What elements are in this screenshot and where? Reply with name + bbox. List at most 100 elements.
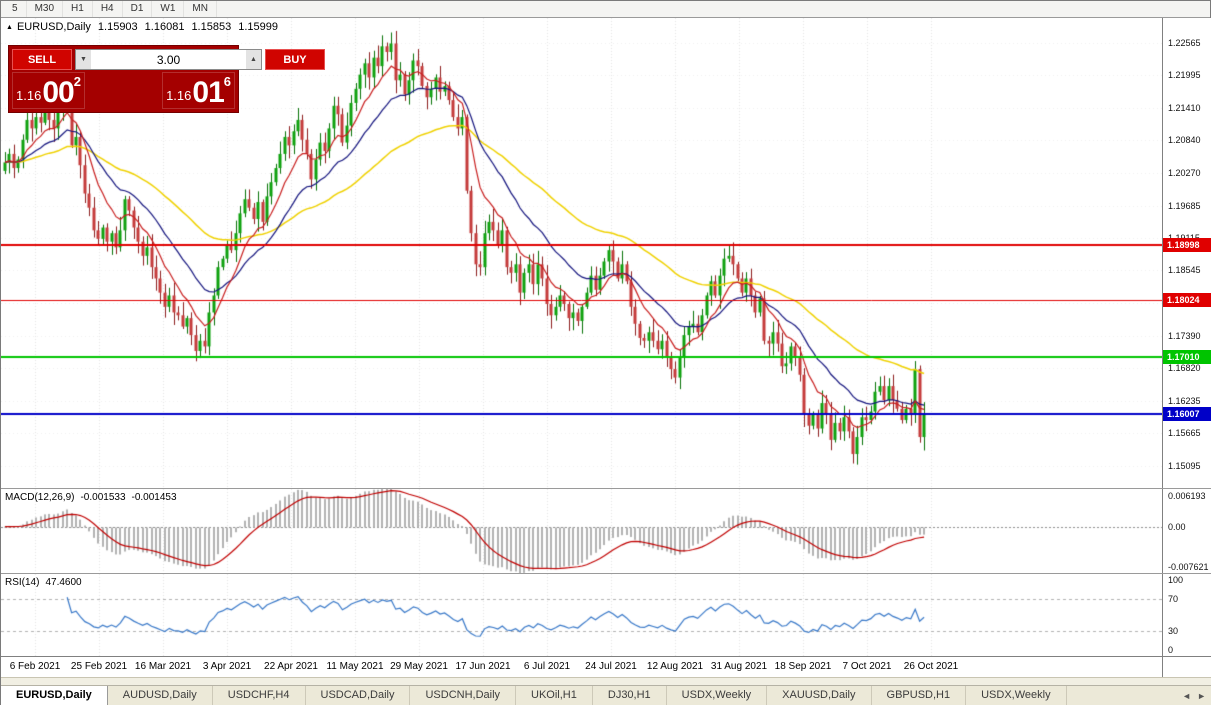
date-axis-label: 12 Aug 2021 [646,661,704,672]
macd-plot[interactable]: MACD(12,26,9) -0.001533 -0.001453 [1,489,1162,573]
hline-price-tag: 1.17010 [1163,350,1211,365]
rsi-value: 47.4600 [45,577,82,588]
chart-tab-dj30-h1-6[interactable]: DJ30,H1 [593,686,667,705]
macd-main-value: -0.001533 [80,492,126,503]
date-axis-label: 26 Oct 2021 [903,661,959,672]
symbol-marker-icon: ▲ [6,23,13,31]
price-axis[interactable]: 1.22565 1.21995 1.21410 1.20840 1.20270 1.196… [1162,18,1211,488]
hline-price-tag: 1.18998 [1163,237,1211,252]
ohlc-open: 1.15903 [97,21,138,33]
macd-indicator-panel: MACD(12,26,9) -0.001533 -0.001453 0.0061… [1,488,1211,573]
buy-button[interactable]: BUY [265,49,325,70]
date-axis-label: 6 Jul 2021 [523,661,571,672]
timeframe-button-h1[interactable]: H1 [63,1,93,17]
buy-price-pips: 01 [192,76,224,109]
timeframe-button-mn[interactable]: MN [184,1,217,17]
buy-price[interactable]: 1.16 01 6 [162,72,235,109]
ohlc-low: 1.15853 [191,21,232,33]
macd-axis[interactable]: 0.006193 0.00 -0.007621 [1162,489,1211,573]
main-chart-panel: ▲ EURUSD,Daily 1.15903 1.16081 1.15853 1… [1,18,1211,488]
rsi-axis-label: 30 [1168,626,1179,637]
rsi-axis-label: 70 [1168,593,1179,604]
price-axis-label: 1.21410 [1168,103,1201,114]
symbol-name: EURUSD,Daily [16,21,91,33]
hline-price-tag: 1.18024 [1163,292,1211,307]
timeframe-button-w1[interactable]: W1 [152,1,185,17]
price-axis-label: 1.22565 [1168,37,1201,48]
date-axis-label: 24 Jul 2021 [585,661,637,672]
ohlc-high: 1.16081 [144,21,185,33]
timeframe-button-5[interactable]: 5 [4,1,27,17]
macd-axis-label: 0.00 [1168,521,1186,532]
rsi-plot[interactable]: RSI(14) 47.4600 [1,574,1162,656]
price-axis-label: 1.21995 [1168,69,1201,80]
sell-button[interactable]: SELL [12,49,72,70]
timeframe-button-m30[interactable]: M30 [27,1,64,17]
sell-price-point: 2 [73,74,81,89]
buy-price-point: 6 [223,74,231,89]
tab-scroll-right-icon[interactable]: ► [1197,690,1206,701]
rsi-axis[interactable]: 100 70 30 0 [1162,574,1211,656]
chart-tab-gbpusd-h1-9[interactable]: GBPUSD,H1 [872,686,967,705]
price-axis-label: 1.19685 [1168,200,1201,211]
date-axis-corner [1162,657,1211,677]
rsi-canvas[interactable] [1,574,1162,656]
sell-price-prefix: 1.16 [16,88,42,103]
chart-tab-ukoil-h1-5[interactable]: UKOil,H1 [516,686,593,705]
rsi-axis-label: 0 [1168,645,1174,655]
timeframe-button-h4[interactable]: H4 [93,1,123,17]
price-axis-label: 1.15095 [1168,460,1201,471]
main-chart-plot[interactable]: ▲ EURUSD,Daily 1.15903 1.16081 1.15853 1… [1,18,1162,488]
price-axis-label: 1.15665 [1168,428,1201,439]
price-axis-label: 1.17390 [1168,330,1201,341]
chart-tab-xauusd-daily-8[interactable]: XAUUSD,Daily [767,686,872,705]
price-axis-label: 1.16235 [1168,396,1201,407]
macd-label: MACD(12,26,9) -0.001533 -0.001453 [5,492,177,503]
volume-input[interactable] [91,50,246,69]
macd-axis-label: 0.006193 [1168,491,1206,501]
sell-price[interactable]: 1.16 00 2 [12,72,85,109]
timeframe-button-d1[interactable]: D1 [123,1,153,17]
volume-increase-button[interactable]: ▲ [246,50,261,69]
chart-tab-usdx-weekly-10[interactable]: USDX,Weekly [966,686,1067,705]
symbol-ohlc-line: ▲ EURUSD,Daily 1.15903 1.16081 1.15853 1… [6,21,278,33]
price-axis-label: 1.20270 [1168,167,1201,178]
macd-axis-label: -0.007621 [1168,562,1209,572]
ohlc-close: 1.15999 [238,21,278,33]
date-axis-label: 29 May 2021 [390,661,448,672]
chart-tab-usdcnh-daily-4[interactable]: USDCNH,Daily [410,686,517,705]
volume-decrease-button[interactable]: ▼ [76,50,91,69]
rsi-indicator-panel: RSI(14) 47.4600 100 70 30 0 [1,573,1211,656]
date-axis-label: 7 Oct 2021 [842,661,892,672]
buy-price-prefix: 1.16 [166,88,192,103]
hline-price-tag: 1.16007 [1163,406,1211,421]
date-axis-label: 18 Sep 2021 [774,661,832,672]
chart-tab-usdchf-h4-2[interactable]: USDCHF,H4 [213,686,306,705]
rsi-name: RSI(14) [5,577,40,588]
chart-tab-bar: EURUSD,Daily AUDUSD,Daily USDCHF,H4 USDCAD,… [1,685,1211,705]
price-axis-label: 1.16820 [1168,362,1201,373]
chart-tab-usdx-weekly-7[interactable]: USDX,Weekly [667,686,768,705]
sell-price-pips: 00 [42,76,74,109]
chart-tab-usdcad-daily-3[interactable]: USDCAD,Daily [306,686,411,705]
tab-scroll-left-icon[interactable]: ◄ [1182,690,1192,701]
date-axis-label: 6 Feb 2021 [9,661,61,672]
date-axis-label: 22 Apr 2021 [264,661,318,672]
volume-box: ▼ ▲ [75,49,262,70]
chart-tab-audusd-daily-1[interactable]: AUDUSD,Daily [108,686,213,705]
date-axis-label: 25 Feb 2021 [70,661,128,672]
rsi-label: RSI(14) 47.4600 [5,577,82,588]
macd-name: MACD(12,26,9) [5,492,75,503]
date-axis-label: 17 Jun 2021 [455,661,511,672]
price-axis-label: 1.18545 [1168,265,1201,276]
macd-canvas[interactable] [1,489,1162,573]
rsi-axis-label: 100 [1168,575,1184,585]
date-axis-label: 31 Aug 2021 [710,661,768,672]
date-axis-label: 3 Apr 2021 [202,661,252,672]
chart-h-scrollbar[interactable] [1,677,1211,685]
chart-tab-eurusd-daily-0[interactable]: EURUSD,Daily [1,686,108,705]
date-axis[interactable]: 6 Feb 2021 25 Feb 2021 16 Mar 2021 3 Apr 20… [1,656,1211,677]
timeframe-toolbar: 5 M30 H1 H4 D1 W1 MN [1,1,1210,18]
